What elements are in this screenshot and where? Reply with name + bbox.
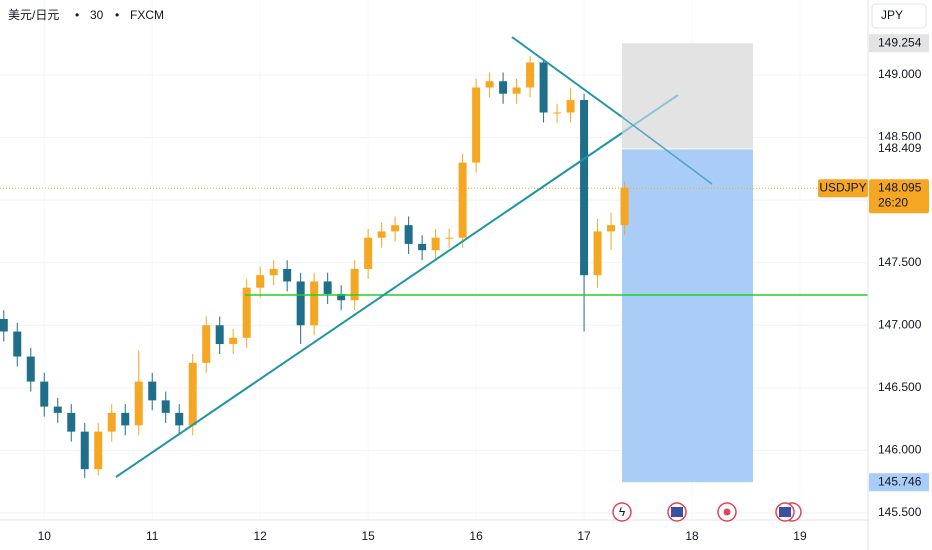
separator: •: [75, 8, 79, 22]
candle-body: [148, 381, 157, 401]
candle-body: [161, 400, 170, 413]
candle-body: [107, 412, 116, 432]
y-tick-label: 145.500: [878, 505, 922, 519]
candle-body: [458, 162, 467, 238]
candle-body: [566, 99, 575, 113]
y-tick-label: 149.000: [878, 67, 922, 81]
candle-body: [445, 237, 454, 239]
last-price-bg: [869, 179, 929, 214]
candle-body: [310, 281, 319, 326]
candle-body: [431, 237, 440, 251]
loss-zone: [622, 148, 753, 483]
flag-icon: [779, 507, 791, 517]
overlay-layer: 145.500 146.000 146.500 147.000 147.500 148.0…: [38, 34, 929, 543]
x-tick-label: 17: [577, 529, 591, 543]
event-icon[interactable]: [612, 502, 632, 522]
candle-body: [242, 287, 251, 338]
separator: •: [115, 8, 119, 22]
candle-body: [485, 81, 494, 88]
background-layer: [0, 43, 868, 514]
candle-body: [26, 356, 35, 382]
candle-body: [94, 431, 103, 470]
x-tick-label: 15: [361, 529, 375, 543]
candle-body: [296, 281, 305, 326]
candle-body: [404, 225, 413, 244]
candle-body: [0, 319, 8, 332]
event-icons: ϟ: [612, 502, 802, 522]
candle-body: [620, 187, 629, 226]
candle-body: [323, 281, 332, 294]
entry-price-label: 148.409: [878, 141, 922, 155]
candle-body: [337, 293, 346, 301]
event-dot: [723, 508, 731, 516]
trend-line-drawing: [621, 116, 713, 185]
target-label-bg: [869, 34, 929, 53]
y-tick-label: 146.500: [878, 380, 922, 394]
candle-body: [607, 225, 616, 232]
currency[interactable]: JPY: [881, 8, 903, 22]
candle-body: [539, 62, 548, 113]
source: FXCM: [130, 8, 164, 22]
interval: 30: [90, 8, 104, 22]
trend-line-drawing: [511, 36, 623, 118]
candle-body: [175, 412, 184, 426]
entry-label-bg: [869, 139, 929, 158]
candle-body: [391, 225, 400, 232]
candles: [0, 56, 629, 478]
candle-body: [13, 331, 22, 357]
candle-body: [269, 268, 278, 276]
candle-body: [377, 231, 386, 238]
y-tick-label: 147.500: [878, 255, 922, 269]
candle-body: [499, 81, 508, 94]
candle-body: [202, 325, 211, 363]
symbol-label-bg: [818, 179, 868, 198]
x-tick-label: 18: [685, 529, 699, 543]
candle-body: [80, 431, 89, 470]
candle-body: [553, 112, 562, 114]
currency-button[interactable]: [871, 3, 927, 29]
event-icon-glyph: ϟ: [619, 505, 626, 519]
countdown-label: 26:20: [878, 195, 908, 209]
last-price-label: 148.095: [878, 180, 922, 194]
drawings: [115, 36, 868, 478]
candle-body: [40, 381, 49, 407]
symbol-label: USDJPY: [819, 180, 866, 194]
x-tick-label: 11: [146, 529, 159, 543]
x-tick-label: 19: [793, 529, 807, 543]
trend-line-drawing: [621, 94, 679, 134]
flag-icon: [671, 507, 683, 517]
candle-body: [593, 231, 602, 276]
x-tick-label: 16: [469, 529, 483, 543]
trend-line-drawing: [115, 132, 623, 478]
candle-body: [229, 337, 238, 345]
profit-zone: [622, 43, 753, 149]
candle-body: [188, 362, 197, 426]
candle-body: [350, 268, 359, 301]
x-tick-label: 12: [254, 529, 268, 543]
candle-body: [256, 275, 265, 288]
stop-price-label: 145.746: [878, 474, 922, 488]
candle-body: [283, 268, 292, 282]
candle-body: [580, 99, 589, 276]
target-price-label: 149.254: [878, 35, 922, 49]
y-tick-label: 147.000: [878, 317, 922, 331]
candle-body: [53, 406, 62, 413]
candle-body: [134, 381, 143, 426]
candle-body: [418, 243, 427, 251]
candle-body: [512, 87, 521, 94]
stop-label-bg: [869, 473, 929, 492]
candle-body: [472, 87, 481, 163]
candle-body: [67, 412, 76, 432]
candle-body: [364, 237, 373, 269]
x-tick-label: 10: [38, 529, 52, 543]
candle-body: [121, 412, 130, 426]
y-tick-label: 146.000: [878, 443, 922, 457]
candle-body: [526, 62, 535, 88]
symbol-title: 美元/日元: [8, 8, 59, 22]
candle-body: [215, 325, 224, 345]
